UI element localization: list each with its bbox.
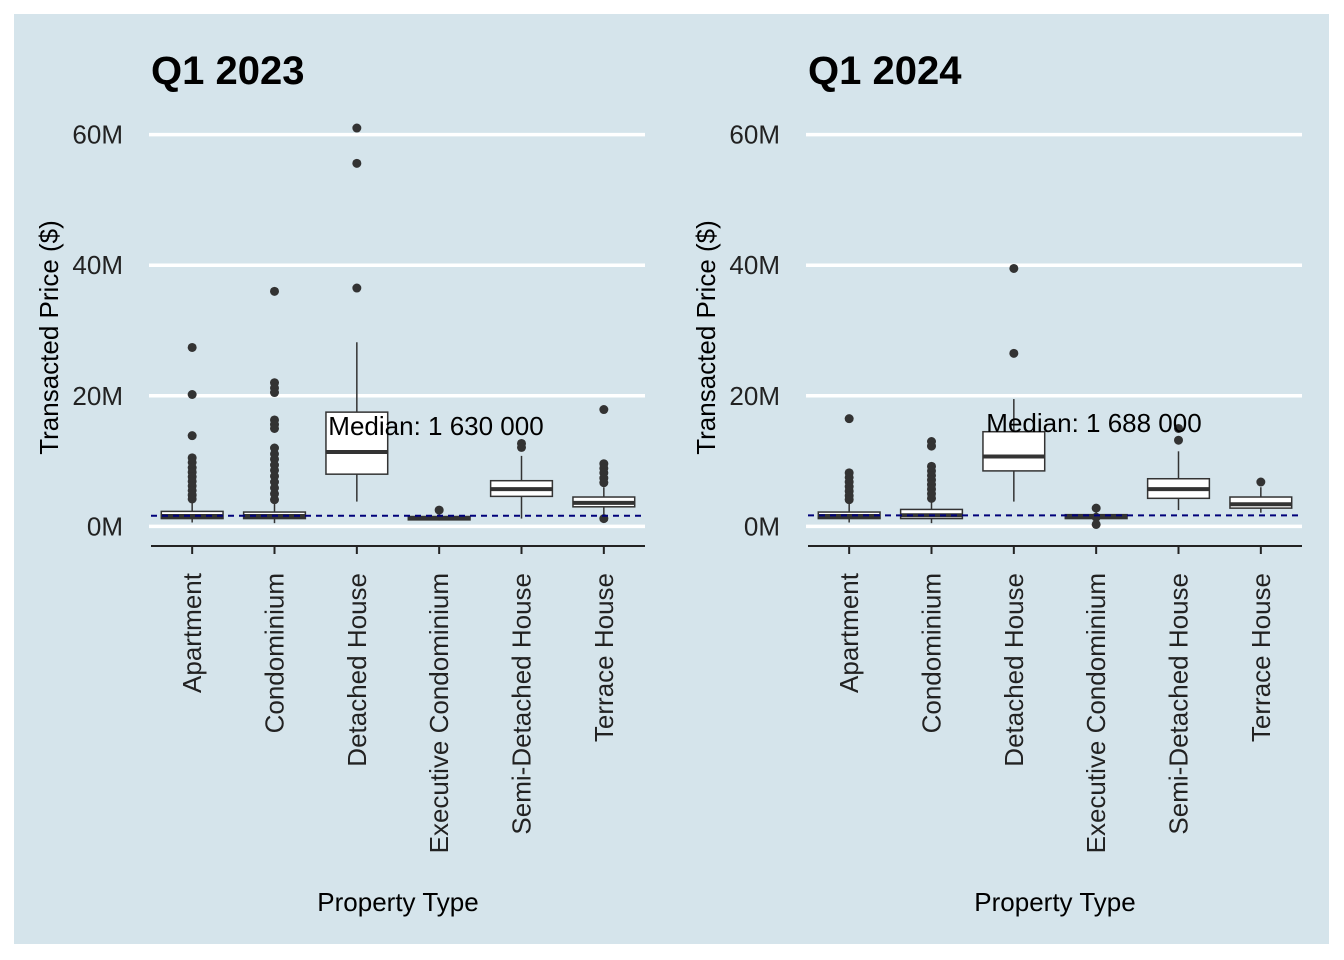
plot-panel: [14, 14, 1329, 944]
box-executive-condominium: [407, 505, 471, 521]
median-annotation: Median: 1 688 000: [986, 408, 1201, 438]
x-tick-label: Apartment: [834, 572, 864, 693]
chart-title: Q1 2024: [808, 49, 962, 93]
outlier-point: [187, 431, 197, 441]
box-detached-house: [982, 263, 1046, 502]
box-semi-detached-house: [1146, 423, 1211, 511]
x-tick-label: Condominium: [260, 573, 290, 733]
x-tick-label: Terrace House: [589, 573, 619, 742]
outlier-point: [517, 442, 526, 452]
y-tick-label: 0M: [744, 511, 780, 541]
y-tick-label: 20M: [729, 381, 780, 411]
outlier-point: [187, 342, 197, 352]
outlier-point: [270, 495, 279, 505]
chart-title: Q1 2023: [151, 49, 304, 93]
outlier-point: [1091, 503, 1101, 513]
y-tick-label: 20M: [72, 381, 123, 411]
outlier-point: [187, 389, 197, 399]
x-tick-label: Semi-Detached House: [507, 573, 537, 835]
box-detached-house: [325, 123, 389, 502]
outlier-point: [270, 388, 279, 398]
outlier-point: [1009, 263, 1019, 273]
box-apartment: [160, 342, 224, 523]
x-tick-label: Executive Condominium: [1081, 573, 1111, 853]
outlier-point: [187, 494, 197, 504]
outlier-point: [352, 283, 362, 293]
median-annotation: Median: 1 630 000: [328, 411, 543, 441]
y-axis-title: Transacted Price ($): [691, 220, 721, 455]
outlier-point: [927, 493, 936, 503]
facet-2: Q1 2024 0M 20M 40M 60M Transacted Price ($) Ap…: [691, 49, 1302, 917]
y-tick-label: 40M: [72, 250, 123, 280]
x-tick-label: Detached House: [342, 573, 372, 767]
outlier-point: [844, 414, 854, 424]
facet-1: Q1 2023 0M 20M 40M 60M Transacted Price ($) Ap…: [34, 49, 645, 917]
outlier-point: [1256, 477, 1266, 487]
y-tick-label: 60M: [729, 120, 780, 150]
box-executive-condominium: [1064, 503, 1128, 529]
y-tick-label: 0M: [87, 511, 123, 541]
y-tick-label: 40M: [729, 250, 780, 280]
outlier-point: [1091, 519, 1101, 529]
x-axis-title: Property Type: [317, 887, 478, 917]
outlier-point: [844, 495, 854, 505]
outlier-point: [1174, 423, 1183, 433]
outlier-point: [599, 478, 609, 488]
outlier-point: [1174, 435, 1183, 445]
box-iqr: [982, 430, 1046, 472]
box-condominium: [899, 437, 964, 524]
outlier-point: [599, 405, 609, 415]
x-tick-label: Executive Condominium: [424, 573, 454, 853]
x-tick-label: Apartment: [177, 572, 207, 693]
outlier-point: [927, 441, 936, 451]
box-condominium: [242, 286, 307, 524]
x-tick-label: Detached House: [999, 573, 1029, 767]
x-tick-label: Condominium: [917, 573, 947, 733]
x-axis-title: Property Type: [974, 887, 1135, 917]
outlier-point: [1009, 348, 1019, 358]
y-axis-title: Transacted Price ($): [34, 220, 64, 455]
outlier-point: [434, 505, 444, 515]
box-terrace-house: [572, 405, 636, 524]
x-tick-label: Terrace House: [1246, 573, 1276, 742]
x-tick-label: Semi-Detached House: [1164, 573, 1194, 835]
outlier-point: [352, 123, 362, 133]
box-iqr: [325, 411, 389, 475]
outlier-point: [270, 423, 279, 433]
outlier-point: [352, 158, 362, 168]
box-apartment: [817, 414, 881, 523]
outlier-point: [270, 286, 279, 296]
box-semi-detached-house: [489, 438, 554, 519]
box-terrace-house: [1229, 477, 1293, 513]
y-tick-label: 60M: [72, 120, 123, 150]
